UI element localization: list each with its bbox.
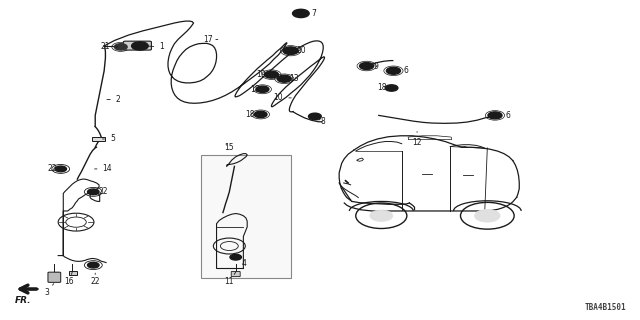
Text: 7: 7 — [303, 9, 316, 18]
Text: 22: 22 — [47, 164, 61, 173]
Circle shape — [88, 189, 99, 195]
Text: 18: 18 — [377, 84, 392, 92]
Circle shape — [132, 42, 148, 50]
Text: 22: 22 — [90, 273, 100, 286]
Text: 6: 6 — [396, 66, 409, 75]
Circle shape — [370, 210, 393, 221]
Bar — [201, 155, 291, 278]
Circle shape — [55, 166, 67, 172]
Text: 11: 11 — [225, 272, 236, 286]
Circle shape — [360, 62, 374, 69]
Text: 22: 22 — [93, 188, 108, 196]
Text: 2: 2 — [107, 95, 120, 104]
Circle shape — [283, 47, 298, 54]
Text: 17: 17 — [204, 35, 218, 44]
Text: 16: 16 — [64, 272, 74, 286]
Circle shape — [385, 85, 398, 91]
Text: 5: 5 — [102, 134, 115, 143]
Text: 14: 14 — [95, 164, 112, 173]
Text: 20: 20 — [291, 46, 306, 55]
Circle shape — [277, 75, 291, 82]
FancyBboxPatch shape — [231, 271, 240, 276]
FancyBboxPatch shape — [124, 41, 152, 50]
Circle shape — [115, 44, 127, 50]
Text: FR.: FR. — [15, 296, 31, 305]
Circle shape — [230, 254, 241, 260]
Text: 1: 1 — [148, 42, 164, 52]
Circle shape — [264, 71, 278, 78]
Circle shape — [88, 262, 99, 268]
Text: 18: 18 — [250, 85, 262, 94]
Text: 18: 18 — [245, 110, 260, 119]
Circle shape — [256, 86, 269, 92]
Text: 6: 6 — [498, 111, 511, 120]
Circle shape — [387, 67, 401, 74]
Text: 21: 21 — [100, 42, 118, 52]
FancyBboxPatch shape — [310, 116, 320, 120]
Bar — [92, 137, 105, 141]
Text: 15: 15 — [224, 143, 234, 152]
Text: 10: 10 — [274, 93, 291, 102]
Text: 8: 8 — [315, 116, 326, 126]
Text: 12: 12 — [412, 132, 422, 147]
FancyBboxPatch shape — [69, 271, 77, 275]
Circle shape — [254, 111, 267, 118]
Text: 19: 19 — [257, 70, 271, 79]
FancyBboxPatch shape — [48, 272, 61, 282]
Text: 13: 13 — [284, 74, 299, 83]
Circle shape — [308, 113, 321, 120]
Text: 9: 9 — [367, 61, 378, 70]
Text: 3: 3 — [45, 284, 54, 297]
Circle shape — [488, 112, 502, 119]
Circle shape — [474, 209, 500, 222]
Circle shape — [292, 9, 309, 18]
Text: TBA4B1501: TBA4B1501 — [585, 303, 627, 312]
Text: 4: 4 — [236, 257, 246, 268]
